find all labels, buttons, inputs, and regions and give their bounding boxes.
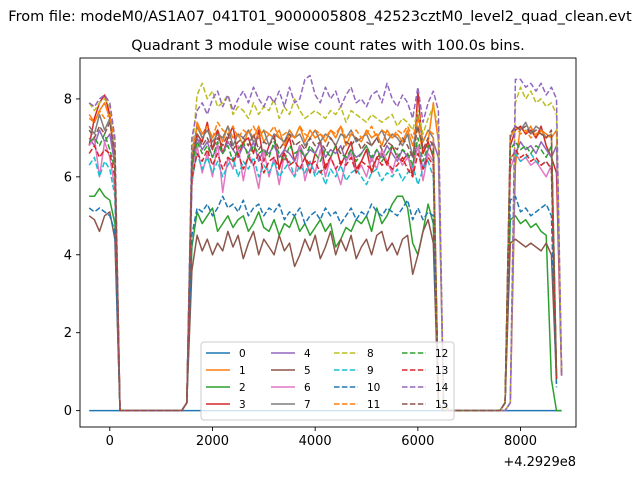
x-tick-label: 4000	[299, 434, 332, 449]
y-tick-label: 8	[64, 92, 72, 107]
legend-label-11: 11	[367, 399, 380, 411]
x-offset-label: +4.2929e8	[503, 455, 576, 470]
legend-label-14: 14	[435, 382, 449, 394]
legend-label-8: 8	[367, 348, 374, 360]
x-tick-label: 0	[106, 434, 114, 449]
legend-label-7: 7	[304, 399, 311, 411]
legend-label-12: 12	[435, 348, 448, 360]
legend-label-15: 15	[435, 399, 448, 411]
x-tick-label: 6000	[401, 434, 434, 449]
legend-label-0: 0	[239, 348, 246, 360]
figure-suptitle: From file: modeM0/AS1A07_041T01_90000058…	[8, 9, 632, 25]
y-tick-label: 6	[64, 170, 72, 185]
legend-frame	[200, 341, 455, 421]
tick-layer: 0 2000 4000 6000 8000 0 2 4 6 8	[64, 92, 537, 449]
x-tick-label: 2000	[196, 434, 229, 449]
axes-frame	[79, 57, 577, 428]
x-tick-label: 8000	[504, 434, 537, 449]
legend-label-1: 1	[239, 365, 246, 377]
legend-label-2: 2	[239, 382, 246, 394]
chart-title: Quadrant 3 module wise count rates with …	[131, 38, 525, 54]
legend-label-3: 3	[239, 399, 246, 411]
y-tick-label: 4	[64, 248, 72, 263]
legend-label-4: 4	[304, 348, 311, 360]
legend-label-9: 9	[367, 365, 374, 377]
y-tick-label: 0	[64, 404, 72, 419]
y-tick-label: 2	[64, 326, 72, 341]
legend-label-10: 10	[367, 382, 380, 394]
series-line-15	[88, 121, 558, 412]
legend-label-6: 6	[304, 382, 311, 394]
legend-label-5: 5	[304, 365, 311, 377]
series-layer	[88, 74, 563, 412]
legend-label-13: 13	[435, 365, 448, 377]
